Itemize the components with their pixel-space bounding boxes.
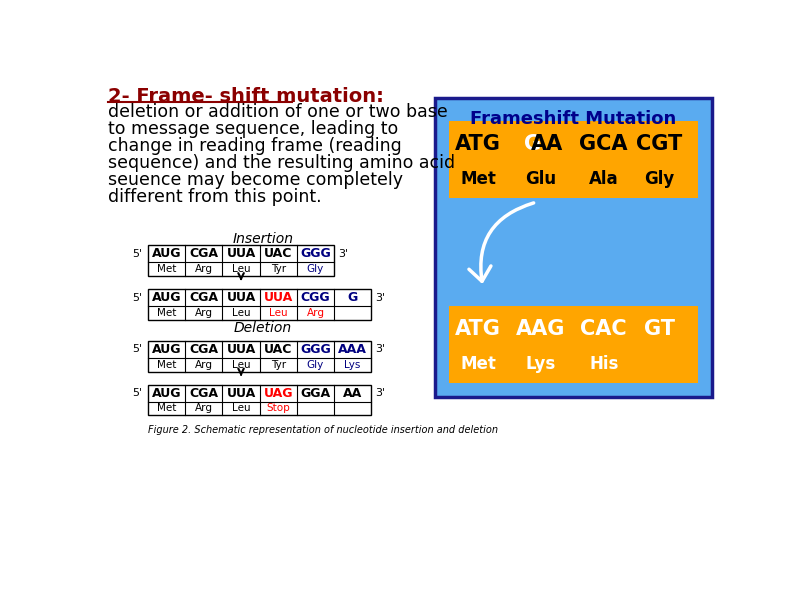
Text: Lys: Lys bbox=[525, 355, 555, 373]
FancyBboxPatch shape bbox=[449, 121, 698, 198]
Text: Gly: Gly bbox=[645, 170, 674, 188]
Text: GT: GT bbox=[644, 319, 675, 339]
Text: Leu: Leu bbox=[269, 308, 287, 318]
Text: AA: AA bbox=[343, 386, 362, 400]
Text: CAC: CAC bbox=[581, 319, 627, 339]
Text: AUG: AUG bbox=[152, 386, 182, 400]
Text: GGG: GGG bbox=[300, 343, 331, 356]
Text: Met: Met bbox=[157, 308, 176, 318]
Text: Lys: Lys bbox=[345, 359, 361, 370]
Text: 3': 3' bbox=[375, 388, 386, 398]
Text: UUA: UUA bbox=[226, 386, 256, 400]
Text: UUA: UUA bbox=[226, 343, 256, 356]
Text: Arg: Arg bbox=[195, 308, 213, 318]
Text: Met: Met bbox=[157, 359, 176, 370]
Text: His: His bbox=[589, 355, 618, 373]
Text: Arg: Arg bbox=[195, 403, 213, 413]
Text: UAG: UAG bbox=[263, 386, 293, 400]
Bar bbox=[148, 341, 371, 371]
Text: Met: Met bbox=[460, 355, 496, 373]
Text: 5': 5' bbox=[132, 344, 142, 354]
Text: deletion or addition of one or two base: deletion or addition of one or two base bbox=[108, 103, 447, 121]
Text: CGA: CGA bbox=[190, 247, 218, 260]
Text: Arg: Arg bbox=[195, 264, 213, 274]
Bar bbox=[148, 289, 371, 320]
Text: ATG: ATG bbox=[455, 319, 501, 339]
Text: Insertion: Insertion bbox=[232, 232, 294, 246]
Text: Leu: Leu bbox=[232, 308, 250, 318]
Text: Arg: Arg bbox=[306, 308, 325, 318]
Text: Deletion: Deletion bbox=[234, 322, 292, 335]
FancyBboxPatch shape bbox=[449, 306, 698, 383]
Text: change in reading frame (reading: change in reading frame (reading bbox=[108, 137, 402, 155]
Text: UUA: UUA bbox=[226, 247, 256, 260]
Text: Gly: Gly bbox=[307, 359, 324, 370]
Text: 5': 5' bbox=[132, 249, 142, 259]
Text: 3': 3' bbox=[338, 249, 348, 259]
Text: Met: Met bbox=[157, 264, 176, 274]
Text: Figure 2. Schematic representation of nucleotide insertion and deletion: Figure 2. Schematic representation of nu… bbox=[148, 425, 498, 434]
Text: Gly: Gly bbox=[307, 264, 324, 274]
Text: Met: Met bbox=[157, 403, 176, 413]
Text: Glu: Glu bbox=[525, 170, 556, 188]
Text: Ala: Ala bbox=[589, 170, 618, 188]
Text: UAC: UAC bbox=[264, 343, 293, 356]
Text: 2- Frame- shift mutation:: 2- Frame- shift mutation: bbox=[108, 88, 384, 106]
Text: GGA: GGA bbox=[300, 386, 330, 400]
Text: UUA: UUA bbox=[226, 291, 256, 304]
Text: Met: Met bbox=[460, 170, 496, 188]
Text: AA: AA bbox=[531, 134, 563, 154]
Text: 3': 3' bbox=[375, 293, 386, 302]
Text: CGA: CGA bbox=[190, 386, 218, 400]
Text: CGG: CGG bbox=[301, 291, 330, 304]
Text: AUG: AUG bbox=[152, 247, 182, 260]
Text: Tyr: Tyr bbox=[270, 264, 286, 274]
Text: AAA: AAA bbox=[338, 343, 367, 356]
Bar bbox=[148, 385, 371, 415]
Text: AAG: AAG bbox=[515, 319, 565, 339]
Text: Leu: Leu bbox=[232, 359, 250, 370]
Text: G: G bbox=[524, 134, 541, 154]
Text: CGA: CGA bbox=[190, 291, 218, 304]
Text: CGT: CGT bbox=[637, 134, 682, 154]
Text: 3': 3' bbox=[375, 344, 386, 354]
Text: different from this point.: different from this point. bbox=[108, 187, 322, 205]
Text: Tyr: Tyr bbox=[270, 359, 286, 370]
Text: ATG: ATG bbox=[455, 134, 501, 154]
FancyArrowPatch shape bbox=[469, 203, 534, 281]
Text: Stop: Stop bbox=[266, 403, 290, 413]
Text: UAC: UAC bbox=[264, 247, 293, 260]
Text: GCA: GCA bbox=[579, 134, 628, 154]
Text: 5': 5' bbox=[132, 293, 142, 302]
Text: AUG: AUG bbox=[152, 343, 182, 356]
Text: 5': 5' bbox=[132, 388, 142, 398]
Text: UUA: UUA bbox=[264, 291, 293, 304]
Bar bbox=[148, 245, 334, 276]
Text: Leu: Leu bbox=[232, 264, 250, 274]
Text: AUG: AUG bbox=[152, 291, 182, 304]
Text: CGA: CGA bbox=[190, 343, 218, 356]
Text: Frameshift Mutation: Frameshift Mutation bbox=[470, 110, 677, 128]
Text: sequence) and the resulting amino acid: sequence) and the resulting amino acid bbox=[108, 154, 455, 172]
FancyBboxPatch shape bbox=[435, 98, 712, 397]
Text: GGG: GGG bbox=[300, 247, 331, 260]
Text: to message sequence, leading to: to message sequence, leading to bbox=[108, 120, 398, 138]
Text: Leu: Leu bbox=[232, 403, 250, 413]
Text: G: G bbox=[347, 291, 358, 304]
Text: seuence may become completely: seuence may become completely bbox=[108, 170, 402, 188]
Text: Arg: Arg bbox=[195, 359, 213, 370]
